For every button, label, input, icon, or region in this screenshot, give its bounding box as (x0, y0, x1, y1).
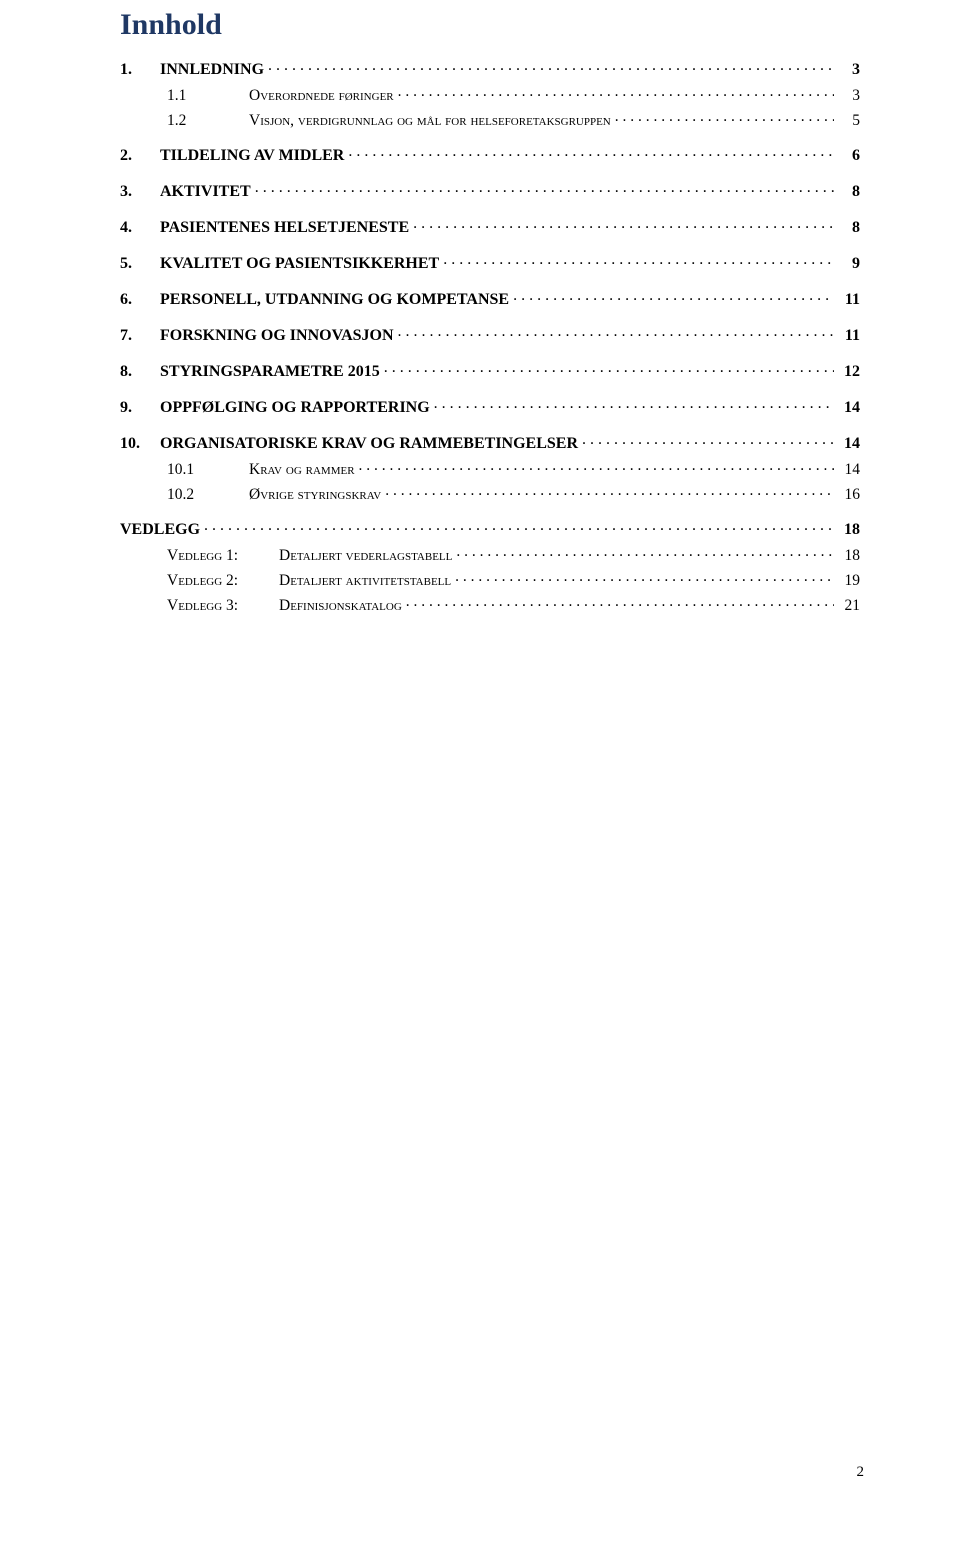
toc-entry: 1.2 Visjon, verdigrunnlag og mål for hel… (167, 109, 860, 128)
toc-leaders (204, 518, 834, 534)
toc-entry-page: 11 (838, 328, 860, 344)
toc-entry-number: 6. (120, 292, 160, 308)
toc-entry: Vedlegg 1: Detaljert vederlagstabell 18 (167, 544, 860, 563)
toc-entry-label: KVALITET OG PASIENTSIKKERHET (160, 256, 439, 272)
toc-entry-label: Krav og rammer (249, 462, 355, 478)
toc-entry-number: 3. (120, 184, 160, 200)
toc-entry: 6. PERSONELL, UTDANNING OG KOMPETANSE 11 (120, 288, 860, 308)
toc-entry-label: Definisjonskatalog (279, 598, 402, 614)
toc-entry-label: Detaljert aktivitetstabell (279, 573, 451, 589)
toc-leaders (348, 144, 834, 160)
toc-entry-page: 3 (838, 62, 860, 78)
toc-entry-number: 1.1 (167, 88, 249, 104)
toc-entry-page: 21 (838, 598, 860, 614)
toc-entry-number: Vedlegg 1: (167, 548, 279, 564)
toc-entry: Vedlegg 2: Detaljert aktivitetstabell 19 (167, 569, 860, 588)
toc-leaders (456, 544, 834, 560)
toc-leaders (434, 396, 834, 412)
toc-leaders (398, 324, 834, 340)
toc-entry-number: 10.2 (167, 487, 249, 503)
toc-leaders (615, 109, 834, 125)
toc-entry-label: Detaljert vederlagstabell (279, 548, 452, 564)
toc-entry: 8. STYRINGSPARAMETRE 2015 12 (120, 360, 860, 380)
toc-entry-label: OPPFØLGING OG RAPPORTERING (160, 400, 430, 416)
toc-entry: VEDLEGG 18 (120, 518, 860, 538)
toc-entry-page: 12 (838, 364, 860, 380)
toc-entry-page: 6 (838, 148, 860, 164)
toc-entry: 5. KVALITET OG PASIENTSIKKERHET 9 (120, 252, 860, 272)
toc-entry-label: Visjon, verdigrunnlag og mål for helsefo… (249, 113, 611, 129)
toc-entry-page: 19 (838, 573, 860, 589)
toc-leaders (413, 216, 834, 232)
toc-entry-label: VEDLEGG (120, 522, 200, 538)
toc-entry: 3. AKTIVITET 8 (120, 180, 860, 200)
toc-leaders (406, 594, 834, 610)
toc-leaders (455, 569, 834, 585)
toc-entry-number: 8. (120, 364, 160, 380)
toc-entry-page: 14 (838, 436, 860, 452)
toc-entry-number: 4. (120, 220, 160, 236)
toc-entry: 9. OPPFØLGING OG RAPPORTERING 14 (120, 396, 860, 416)
toc-entry-number: 1. (120, 62, 160, 78)
toc-leaders (513, 288, 834, 304)
toc-entry-number: 1.2 (167, 113, 249, 129)
toc-leaders (582, 432, 834, 448)
toc-entry: 10. ORGANISATORISKE KRAV OG RAMMEBETINGE… (120, 432, 860, 452)
toc-entry-number: 9. (120, 400, 160, 416)
toc-entry-label: ORGANISATORISKE KRAV OG RAMMEBETINGELSER (160, 436, 578, 452)
toc-entry-number: 2. (120, 148, 160, 164)
toc-entry-page: 11 (838, 292, 860, 308)
toc-leaders (398, 84, 834, 100)
toc-entry-number: 7. (120, 328, 160, 344)
toc-entry-page: 14 (838, 400, 860, 416)
toc-entry: 10.2 Øvrige styringskrav 16 (167, 483, 860, 502)
toc-entry-label: STYRINGSPARAMETRE 2015 (160, 364, 380, 380)
toc-entry: Vedlegg 3: Definisjonskatalog 21 (167, 594, 860, 613)
toc-leaders (385, 483, 834, 499)
toc-entry-page: 14 (838, 462, 860, 478)
toc-entry-page: 8 (838, 184, 860, 200)
footer-page-number: 2 (857, 1464, 865, 1481)
toc-leaders (384, 360, 834, 376)
toc-entry-label: PERSONELL, UTDANNING OG KOMPETANSE (160, 292, 509, 308)
toc-entry-page: 5 (838, 113, 860, 129)
toc-leaders (359, 458, 834, 474)
toc-entry-number: 5. (120, 256, 160, 272)
toc-entry-label: TILDELING AV MIDLER (160, 148, 344, 164)
toc-entry-number: 10.1 (167, 462, 249, 478)
toc-entry: 1.1 Overordnede føringer 3 (167, 84, 860, 103)
toc-entry: 4. PASIENTENES HELSETJENESTE 8 (120, 216, 860, 236)
toc-leaders (255, 180, 834, 196)
toc-entry: 2. TILDELING AV MIDLER 6 (120, 144, 860, 164)
toc-entry-number: Vedlegg 2: (167, 573, 279, 589)
toc-entry: 7. FORSKNING OG INNOVASJON 11 (120, 324, 860, 344)
toc-entry-page: 18 (838, 548, 860, 564)
toc-entry-number: 10. (120, 436, 160, 452)
toc-entry: 10.1 Krav og rammer 14 (167, 458, 860, 477)
toc-entry-label: AKTIVITET (160, 184, 251, 200)
toc-entry-label: Øvrige styringskrav (249, 487, 381, 503)
toc-entry-page: 8 (838, 220, 860, 236)
toc-entry-page: 16 (838, 487, 860, 503)
toc-entry-label: PASIENTENES HELSETJENESTE (160, 220, 409, 236)
toc-leaders (443, 252, 834, 268)
toc-entry-number: Vedlegg 3: (167, 598, 279, 614)
toc-entry-page: 9 (838, 256, 860, 272)
toc-entry-page: 3 (838, 88, 860, 104)
toc-entry: 1. INNLEDNING 3 (120, 58, 860, 78)
toc-entry-label: INNLEDNING (160, 62, 264, 78)
toc-leaders (268, 58, 834, 74)
toc-entry-page: 18 (838, 522, 860, 538)
document-page: Innhold 1. INNLEDNING 3 1.1 Overordnede … (0, 0, 960, 1543)
toc-entry-label: Overordnede føringer (249, 88, 394, 104)
table-of-contents: 1. INNLEDNING 3 1.1 Overordnede føringer… (120, 58, 860, 613)
toc-entry-label: FORSKNING OG INNOVASJON (160, 328, 394, 344)
toc-title: Innhold (120, 8, 860, 42)
